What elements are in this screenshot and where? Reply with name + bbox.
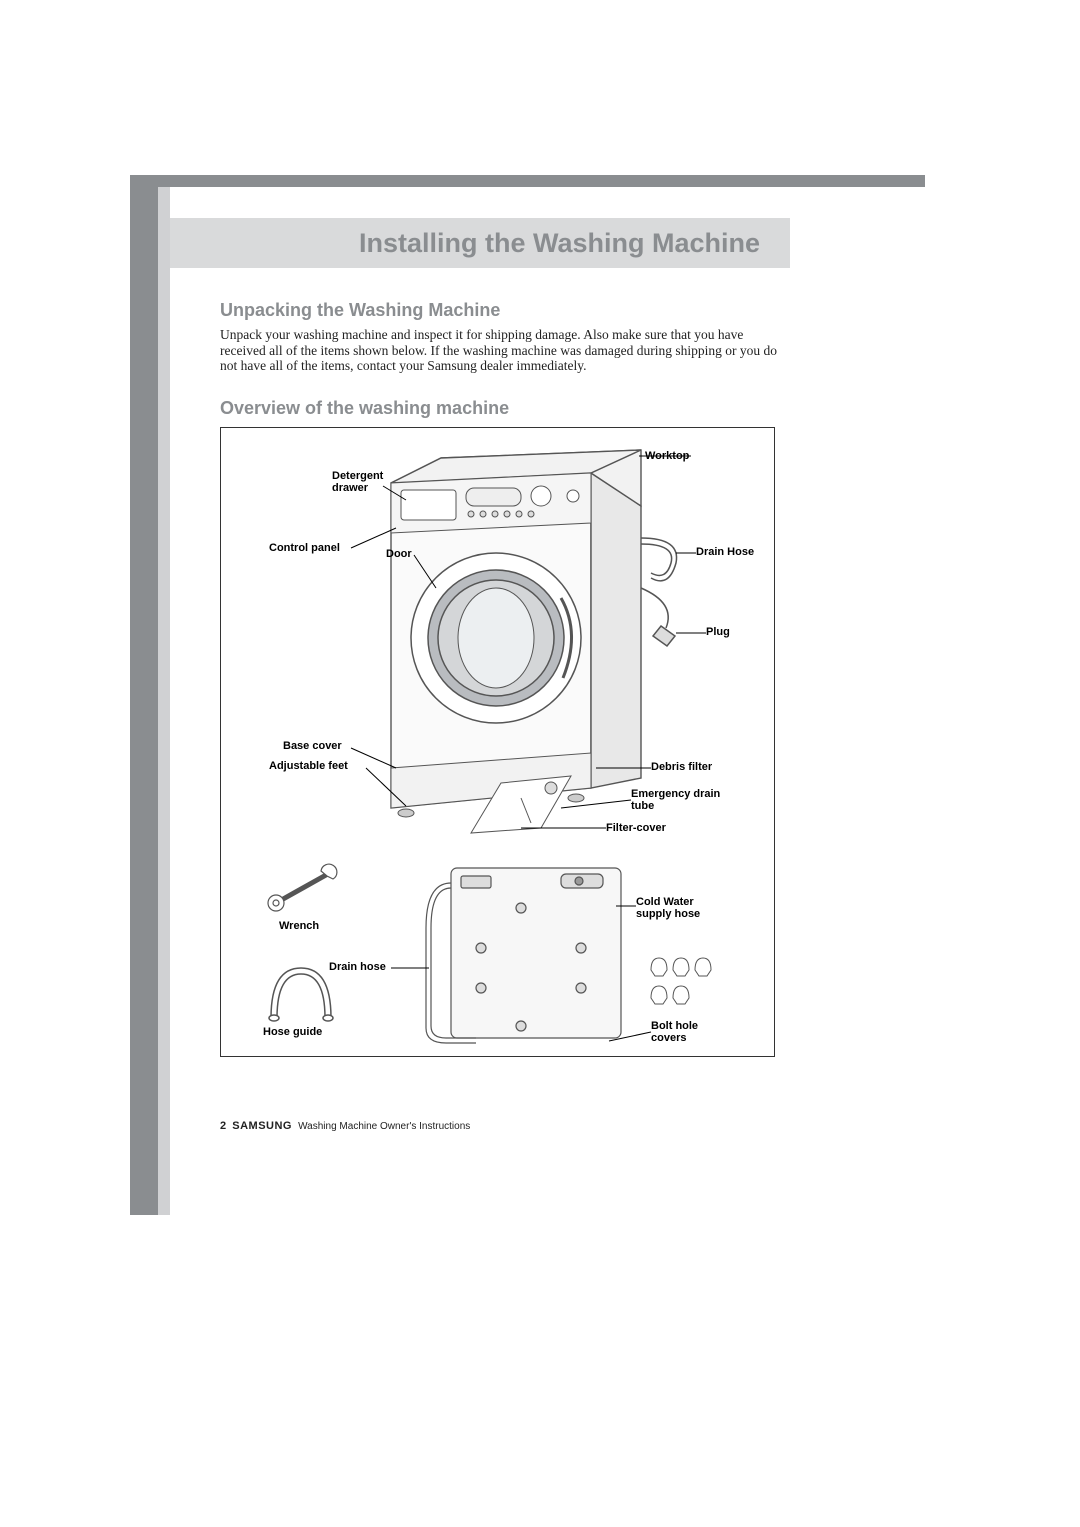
- footer-brand: SAMSUNG: [232, 1120, 292, 1132]
- title-band: Installing the Washing Machine: [170, 218, 790, 268]
- page-title: Installing the Washing Machine: [359, 228, 760, 259]
- label-wrench: Wrench: [279, 920, 319, 932]
- label-worktop: Worktop: [645, 450, 689, 462]
- label-plug: Plug: [706, 626, 730, 638]
- label-cold-water: Cold Water supply hose: [636, 896, 700, 920]
- label-control-panel: Control panel: [269, 542, 340, 554]
- content-area: Unpacking the Washing Machine Unpack you…: [220, 300, 790, 1057]
- label-base-cover: Base cover: [283, 740, 342, 752]
- overview-diagram: Worktop Detergent drawer Control panel D…: [220, 427, 775, 1057]
- frame-side-bar: [130, 175, 158, 1215]
- label-filter-cover: Filter-cover: [606, 822, 666, 834]
- footer-doc-title: Washing Machine Owner's Instructions: [298, 1121, 470, 1132]
- label-drain-hose-bottom: Drain hose: [329, 961, 386, 973]
- page-footer: 2 SAMSUNG Washing Machine Owner's Instru…: [220, 1120, 470, 1132]
- frame-inner-side: [158, 187, 170, 1215]
- label-emergency-drain: Emergency drain tube: [631, 788, 720, 812]
- frame-top-bar: [130, 175, 925, 187]
- label-door: Door: [386, 548, 412, 560]
- section1-heading: Unpacking the Washing Machine: [220, 300, 790, 321]
- section1-body: Unpack your washing machine and inspect …: [220, 327, 790, 374]
- label-adjustable-feet: Adjustable feet: [269, 760, 348, 772]
- label-hose-guide: Hose guide: [263, 1026, 322, 1038]
- label-debris-filter: Debris filter: [651, 761, 712, 773]
- label-bolt-covers: Bolt hole covers: [651, 1020, 698, 1044]
- label-drain-hose: Drain Hose: [696, 546, 754, 558]
- section2-heading: Overview of the washing machine: [220, 398, 790, 419]
- footer-page-number: 2: [220, 1120, 226, 1132]
- label-detergent-drawer: Detergent drawer: [332, 470, 383, 494]
